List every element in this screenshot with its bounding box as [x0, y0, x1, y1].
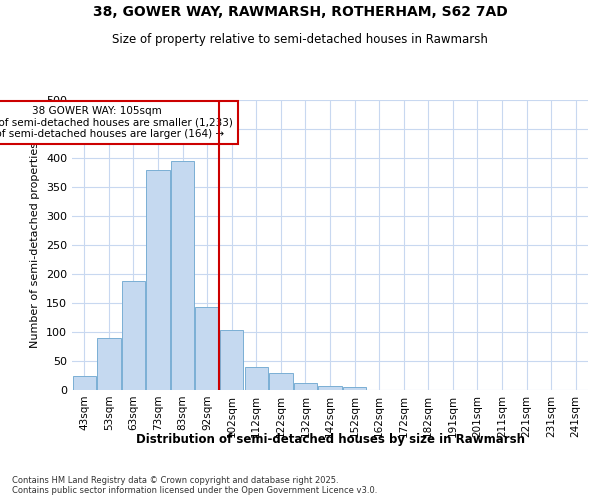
Bar — [269, 373, 293, 390]
Y-axis label: Number of semi-detached properties: Number of semi-detached properties — [31, 142, 40, 348]
Text: Contains HM Land Registry data © Crown copyright and database right 2025.
Contai: Contains HM Land Registry data © Crown c… — [12, 476, 377, 495]
Bar — [73, 376, 96, 390]
Bar — [343, 387, 366, 390]
Bar — [220, 330, 244, 390]
Bar — [196, 307, 219, 390]
Bar — [97, 338, 121, 390]
Text: Distribution of semi-detached houses by size in Rawmarsh: Distribution of semi-detached houses by … — [136, 432, 524, 446]
Bar — [122, 281, 145, 390]
Bar — [294, 383, 317, 390]
Bar — [319, 386, 341, 390]
Text: 38 GOWER WAY: 105sqm
← 88% of semi-detached houses are smaller (1,233)
12% of se: 38 GOWER WAY: 105sqm ← 88% of semi-detac… — [0, 106, 233, 139]
Bar — [245, 367, 268, 390]
Bar — [171, 161, 194, 390]
Bar — [146, 170, 170, 390]
Text: 38, GOWER WAY, RAWMARSH, ROTHERHAM, S62 7AD: 38, GOWER WAY, RAWMARSH, ROTHERHAM, S62 … — [92, 5, 508, 19]
Text: Size of property relative to semi-detached houses in Rawmarsh: Size of property relative to semi-detach… — [112, 32, 488, 46]
